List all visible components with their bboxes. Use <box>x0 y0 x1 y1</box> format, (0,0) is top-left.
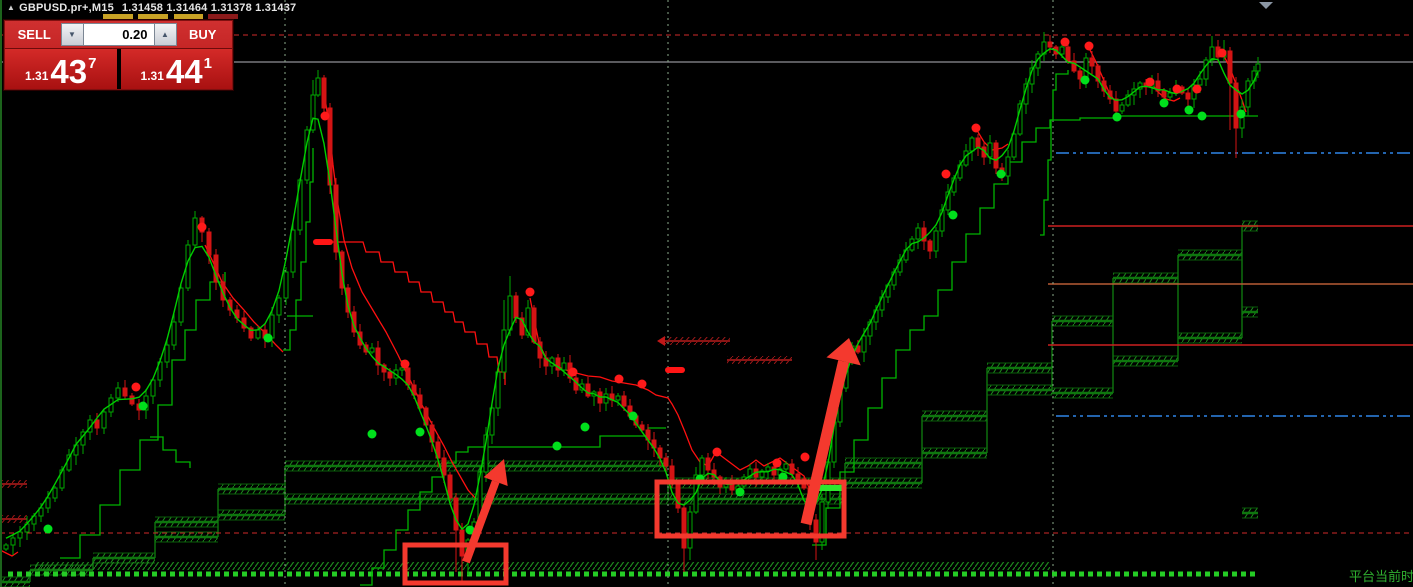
sell-signal-dot <box>712 447 722 457</box>
trailing-step-line <box>812 115 1258 546</box>
buy-signal-dot <box>628 411 638 421</box>
sell-signal-dot <box>800 452 810 462</box>
hatch-band <box>35 562 1050 570</box>
buy-signal-dot <box>138 401 148 411</box>
sell-price-button[interactable]: 1.31 43 7 <box>5 49 117 89</box>
volume-decrease-button[interactable]: ▼ <box>60 23 84 46</box>
annotation-arrow-shaft <box>462 480 500 564</box>
trailing-step-line <box>150 436 191 468</box>
highlight-rectangle <box>402 542 509 586</box>
sell-signal-dot <box>971 123 981 133</box>
buy-signal-dot <box>1236 109 1246 119</box>
collapse-panel-icon[interactable]: ▲ <box>7 3 16 12</box>
buy-price-pips: 44 <box>165 52 203 90</box>
one-click-trading-panel: SELL ▼ ▲ BUY 1.31 43 7 1.31 44 1 <box>4 20 233 90</box>
clipped-label-fragment <box>208 14 238 19</box>
buy-price-button[interactable]: 1.31 44 1 <box>120 49 232 90</box>
clipped-label-fragment <box>174 14 203 19</box>
sell-signal-dot <box>1172 84 1182 94</box>
buy-signal-dot <box>996 169 1006 179</box>
red-step-line <box>333 241 506 385</box>
clipped-label-fragment <box>138 14 168 19</box>
volume-increase-button[interactable]: ▲ <box>153 23 177 46</box>
sell-signal-dot <box>941 169 951 179</box>
annotation-arrow-shaft <box>800 360 849 526</box>
clipped-label-fragment <box>103 14 133 19</box>
trailing-step-line <box>283 148 314 351</box>
buy-signal-dot <box>735 487 745 497</box>
platform-time-label: 平台当前时间 <box>1349 569 1413 584</box>
symbol-period-label: GBPUSD.pr+,M15 <box>19 2 114 14</box>
sell-signal-dot <box>320 111 330 121</box>
red-signal-blob <box>313 239 333 245</box>
buy-signal-dot <box>465 525 475 535</box>
sell-signal-dot <box>637 379 647 389</box>
annotation-arrow-head <box>826 338 861 366</box>
highlight-rectangle <box>654 479 847 539</box>
sell-signal-dot <box>1217 48 1227 58</box>
red-signal-blob <box>665 367 685 373</box>
sell-signal-dot <box>568 367 578 377</box>
trade-controls-row: SELL ▼ ▲ BUY <box>5 21 232 48</box>
buy-signal-dot <box>552 441 562 451</box>
buy-signal-dot <box>948 210 958 220</box>
buy-signal-dot <box>43 524 53 534</box>
buy-signal-dot <box>778 472 788 482</box>
buy-signal-dot <box>415 427 425 437</box>
sell-price-base: 1.31 <box>25 69 49 83</box>
trailing-step-line <box>1040 70 1069 236</box>
sell-signal-dot <box>525 287 535 297</box>
ohlc-quotes: 1.31458 1.31464 1.31378 1.31437 <box>121 2 297 14</box>
buy-signal-dot <box>1080 75 1090 85</box>
sell-signal-dot <box>1060 37 1070 47</box>
price-row: 1.31 43 7 1.31 44 1 <box>5 48 232 89</box>
spin-up-icon: ▲ <box>161 30 169 39</box>
annotation-arrow-head <box>483 459 508 486</box>
sell-signal-dot <box>131 382 141 392</box>
sell-signal-dot <box>197 222 207 232</box>
buy-price-base: 1.31 <box>140 69 164 83</box>
buy-signal-dot <box>1197 111 1207 121</box>
chart-title: ▲ GBPUSD.pr+,M15 1.31458 1.31464 1.31378 1… <box>7 2 296 14</box>
trailing-step-line <box>360 427 666 586</box>
buy-signal-dot <box>367 429 377 439</box>
buy-signal-dot <box>1112 112 1122 122</box>
sell-signal-dot <box>1192 84 1202 94</box>
green-ma-line <box>5 48 1259 539</box>
spin-down-icon: ▼ <box>68 30 76 39</box>
sell-signal-dot <box>1145 77 1155 87</box>
scroll-to-end-icon[interactable] <box>1259 2 1273 9</box>
sell-signal-dot <box>772 458 782 468</box>
sell-signal-dot <box>614 374 624 384</box>
sell-button[interactable]: SELL <box>17 27 51 42</box>
volume-input[interactable] <box>83 23 154 46</box>
buy-signal-dot <box>263 333 273 343</box>
buy-button[interactable]: BUY <box>189 27 217 42</box>
buy-signal-dot <box>580 422 590 432</box>
sell-price-pips: 43 <box>50 52 88 90</box>
red-ma-line <box>0 549 19 557</box>
sell-price-point: 7 <box>88 55 97 72</box>
buy-signal-dot <box>1184 105 1194 115</box>
buy-signal-dot <box>1159 98 1169 108</box>
trailing-step-line <box>60 272 226 559</box>
sell-signal-dot <box>400 359 410 369</box>
buy-price-point: 1 <box>203 55 212 72</box>
chart-left-border <box>0 0 2 587</box>
sell-signal-dot <box>1084 41 1094 51</box>
